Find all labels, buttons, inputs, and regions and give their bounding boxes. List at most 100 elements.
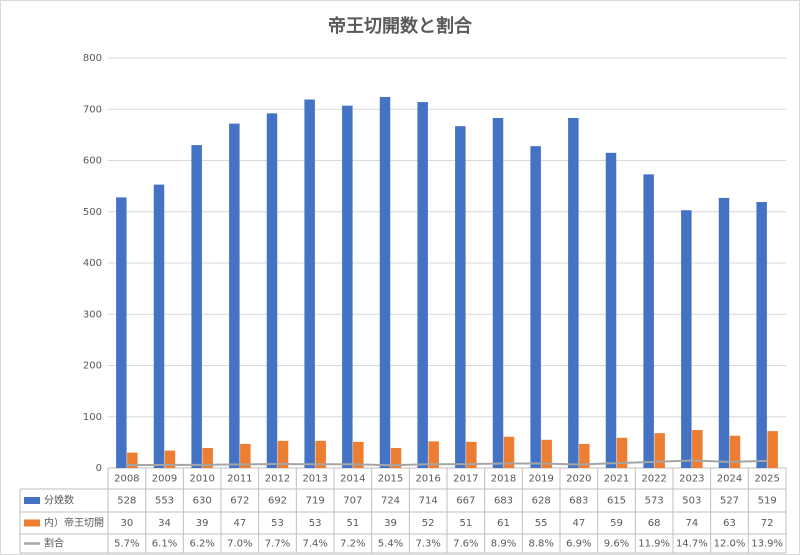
x-tick-label: 2017 [453,474,478,485]
x-tick-label: 2010 [189,474,214,485]
legend-label: 分娩数 [44,494,74,507]
table-value: 7.3% [415,539,440,550]
bar [266,113,278,468]
table-value: 7.2% [340,539,365,550]
bar [530,146,541,468]
table-value: 5.4% [378,539,403,550]
bar [277,440,289,468]
bar [492,117,504,469]
x-tick-label: 2013 [302,474,327,485]
table-value: 63 [723,518,736,529]
table-value: 553 [155,496,174,507]
table-value: 39 [196,518,209,529]
y-tick-label: 100 [83,412,102,423]
bar [643,174,654,468]
bar [466,441,477,468]
table-value: 8.9% [491,539,516,550]
table-value: 51 [346,518,359,529]
bar [315,440,326,468]
bar [579,443,590,468]
table-value: 628 [532,496,551,507]
table-value: 527 [720,496,739,507]
bar [654,433,665,468]
bar [240,443,251,468]
bar [729,435,741,468]
bar [191,145,202,468]
table-value: 724 [381,496,400,507]
y-tick-label: 400 [83,258,102,269]
table-value: 39 [384,518,397,529]
bar [718,197,730,468]
y-tick-label: 700 [83,104,102,115]
x-tick-label: 2021 [604,474,629,485]
bar [503,436,515,468]
table-value: 519 [758,496,777,507]
y-tick-label: 300 [83,309,102,320]
bar [417,102,428,468]
table-value: 528 [117,496,136,507]
bar [342,105,353,468]
table-value: 7.0% [227,539,252,550]
bar [390,448,402,468]
bar [202,448,213,468]
table-value: 72 [761,518,774,529]
x-tick-label: 2008 [114,474,139,485]
table-value: 683 [494,496,513,507]
table-value: 692 [268,496,287,507]
table-value: 68 [648,518,661,529]
table-value: 719 [306,496,325,507]
table-value: 51 [459,518,472,529]
table-value: 672 [230,496,249,507]
bar [353,441,364,468]
table-value: 61 [497,518,510,529]
bar [153,184,165,468]
table-value: 503 [682,496,701,507]
table-value: 7.4% [302,539,327,550]
table-value: 707 [343,496,362,507]
x-tick-label: 2015 [378,474,403,485]
table-value: 53 [309,518,322,529]
line-series [126,459,768,467]
chart-title: 帝王切開数と割合 [328,15,473,37]
table-value: 714 [419,496,438,507]
y-tick-label: 600 [83,156,102,167]
x-tick-label: 2011 [227,474,252,485]
bar [756,202,767,468]
table-value: 6.1% [152,539,177,550]
bar [541,439,552,468]
table-value: 6.9% [566,539,591,550]
table-value: 74 [685,518,698,529]
table-value: 53 [271,518,284,529]
bar [379,96,391,468]
bar [605,152,617,468]
table-value: 52 [422,518,435,529]
bar [304,99,315,468]
bar [428,441,439,468]
x-tick-label: 2016 [415,474,440,485]
x-tick-label: 2025 [754,474,779,485]
table-value: 47 [233,518,246,529]
table-value: 12.0% [714,539,746,550]
bar [455,126,466,468]
table-value: 667 [456,496,475,507]
bar [681,210,692,468]
legend-label: 内）帝王切開 [44,516,104,529]
x-tick-label: 2009 [152,474,177,485]
legend-key [24,497,40,504]
x-tick-label: 2014 [340,474,365,485]
table-value: 47 [572,518,585,529]
bar [767,431,778,468]
table-value: 14.7% [676,539,708,550]
x-tick-label: 2019 [528,474,553,485]
x-tick-label: 2012 [265,474,290,485]
x-tick-label: 2022 [641,474,666,485]
table-value: 55 [535,518,548,529]
table-value: 573 [645,496,664,507]
y-tick-label: 200 [83,361,102,372]
y-tick-label: 500 [83,207,102,218]
legend-label: 割合 [44,537,64,550]
x-tick-label: 2024 [717,474,742,485]
table-value: 13.9% [751,539,783,550]
y-tick-label: 800 [83,53,102,64]
